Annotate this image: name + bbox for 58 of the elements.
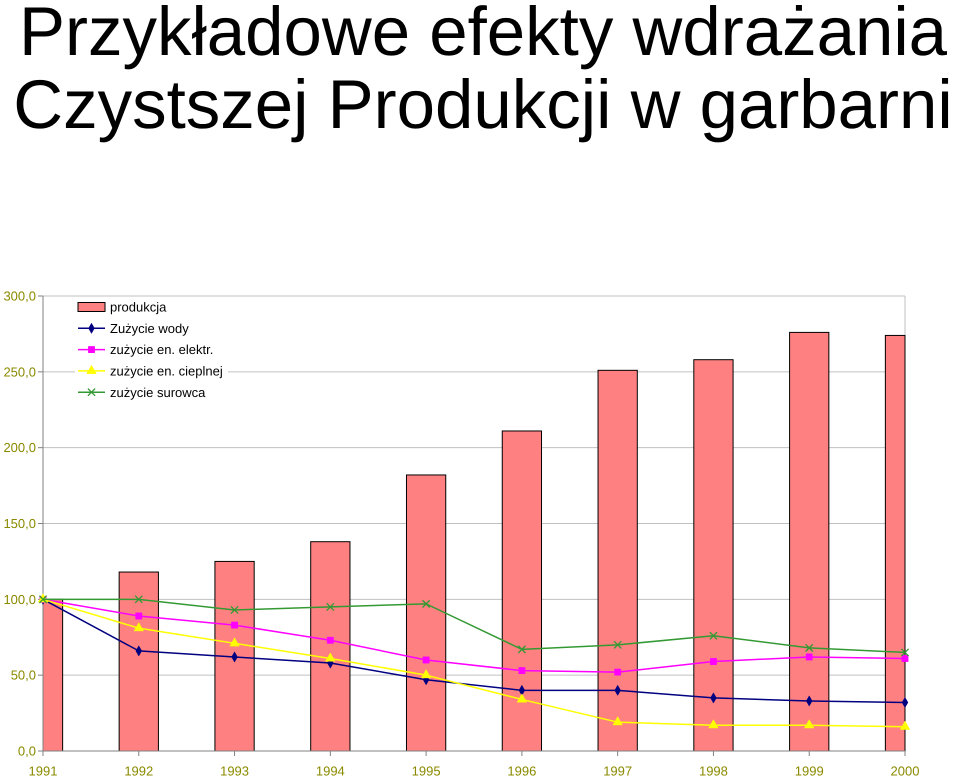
- x-tick-label: 1998: [698, 764, 728, 779]
- x-tick-label: 1997: [603, 764, 632, 779]
- x-tick-label: 2000: [890, 764, 920, 779]
- x-tick-label: 1996: [507, 764, 536, 779]
- bar: [214, 560, 255, 752]
- x-tick-label: 1999: [794, 764, 824, 779]
- bar: [118, 572, 159, 752]
- point: [900, 720, 910, 730]
- bar: [310, 541, 350, 752]
- legend-label: zużycie surowca: [110, 384, 206, 400]
- y-tick-label: 100,0: [3, 592, 36, 607]
- legend-label: zużycie en. cieplnej: [110, 363, 223, 378]
- point: [326, 636, 334, 644]
- point: [900, 648, 910, 657]
- chart-title: Przykładowe efekty wdrażania Czystszej Produkcji w garbarni: [13, 0, 953, 143]
- x-tick-label: 1993: [220, 764, 250, 779]
- y-tick-label: 300,0: [3, 288, 36, 304]
- x-tick-label: 1995: [412, 764, 441, 779]
- point: [421, 669, 432, 678]
- point: [326, 602, 335, 612]
- point: [710, 658, 717, 665]
- point: [135, 612, 142, 620]
- point: [804, 719, 814, 728]
- x-tick-label: 1992: [124, 764, 154, 779]
- point: [516, 694, 527, 702]
- bar: [406, 474, 446, 752]
- bar: [598, 370, 638, 752]
- point: [804, 644, 814, 652]
- y-tick-label: 250,0: [3, 364, 36, 380]
- point: [612, 716, 623, 726]
- bar: [502, 430, 542, 752]
- point: [902, 655, 908, 662]
- y-tick-label: 50,0: [10, 668, 36, 683]
- x-tick-label: 1994: [316, 764, 345, 779]
- point: [806, 654, 813, 660]
- point: [325, 652, 336, 662]
- point: [422, 656, 430, 664]
- point: [134, 595, 144, 604]
- point: [518, 645, 526, 654]
- point: [708, 719, 718, 728]
- point: [134, 622, 144, 632]
- legend-label: zużycie en. elektr.: [110, 342, 214, 358]
- point: [614, 668, 622, 676]
- bar: [789, 332, 830, 752]
- point: [231, 622, 238, 629]
- x-tick-label: 1991: [28, 764, 58, 779]
- point: [230, 638, 240, 646]
- point: [709, 631, 718, 640]
- legend-label: produkcja: [110, 300, 168, 315]
- point: [613, 640, 622, 650]
- point: [518, 667, 526, 674]
- y-tick-label: 200,0: [3, 440, 36, 456]
- y-tick-label: 150,0: [3, 516, 36, 532]
- y-tick-label: 0,0: [18, 744, 36, 759]
- point: [422, 600, 430, 608]
- bar: [693, 359, 734, 752]
- point: [230, 606, 239, 614]
- legend-label: Zużycie wody: [110, 320, 190, 336]
